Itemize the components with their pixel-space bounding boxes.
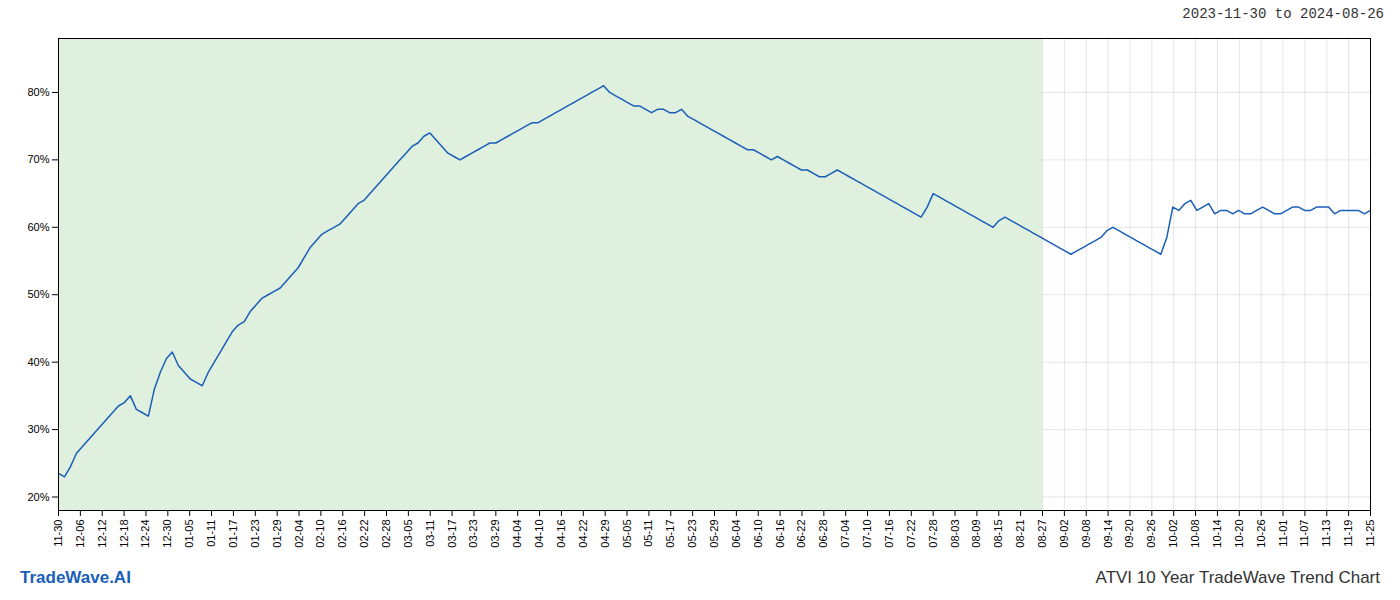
svg-text:03-17: 03-17	[446, 520, 458, 548]
svg-text:05-23: 05-23	[686, 520, 698, 548]
svg-text:11-30: 11-30	[52, 520, 64, 547]
svg-text:10-14: 10-14	[1211, 520, 1223, 548]
svg-text:02-16: 02-16	[336, 520, 348, 548]
svg-text:05-17: 05-17	[664, 520, 676, 548]
svg-text:04-22: 04-22	[577, 520, 589, 548]
svg-text:06-28: 06-28	[817, 520, 829, 548]
svg-text:01-05: 01-05	[183, 520, 195, 548]
svg-text:40%: 40%	[27, 356, 49, 368]
svg-text:04-16: 04-16	[555, 520, 567, 548]
svg-text:04-29: 04-29	[599, 520, 611, 548]
svg-text:01-23: 01-23	[249, 520, 261, 548]
svg-text:11-19: 11-19	[1342, 520, 1354, 547]
svg-text:09-08: 09-08	[1080, 520, 1092, 548]
svg-text:02-04: 02-04	[293, 520, 305, 548]
svg-text:05-29: 05-29	[708, 520, 720, 548]
svg-text:08-09: 08-09	[970, 520, 982, 548]
svg-text:10-08: 10-08	[1189, 520, 1201, 548]
html-text:ATVI 10 Year TradeWave Trend C: ATVI 10 Year TradeWave Trend Chart	[1095, 568, 1380, 587]
svg-text:11-25: 11-25	[1364, 520, 1376, 547]
svg-text:09-26: 09-26	[1145, 520, 1157, 548]
svg-text:05-05: 05-05	[621, 520, 633, 548]
svg-text:06-16: 06-16	[774, 520, 786, 548]
svg-text:10-02: 10-02	[1167, 520, 1179, 548]
svg-text:09-02: 09-02	[1058, 520, 1070, 548]
svg-text:08-03: 08-03	[949, 520, 961, 548]
svg-text:02-22: 02-22	[358, 520, 370, 548]
svg-text:30%: 30%	[27, 423, 49, 435]
svg-text:02-10: 02-10	[314, 520, 326, 548]
svg-text:06-10: 06-10	[752, 520, 764, 548]
svg-text:03-11: 03-11	[424, 520, 436, 547]
svg-text:70%: 70%	[27, 153, 49, 165]
svg-text:08-21: 08-21	[1014, 520, 1026, 548]
svg-text:01-17: 01-17	[227, 520, 239, 548]
svg-text:07-16: 07-16	[883, 520, 895, 548]
html-text:2023-11-30 to 2024-08-26: 2023-11-30 to 2024-08-26	[1182, 6, 1384, 22]
svg-text:09-20: 09-20	[1123, 520, 1135, 548]
svg-text:06-04: 06-04	[730, 520, 742, 548]
svg-text:05-11: 05-11	[642, 520, 654, 547]
html-text:TradeWave.AI: TradeWave.AI	[20, 568, 131, 587]
svg-text:08-15: 08-15	[992, 520, 1004, 548]
svg-text:04-10: 04-10	[533, 520, 545, 548]
svg-text:12-06: 12-06	[74, 520, 86, 548]
svg-text:12-18: 12-18	[118, 520, 130, 548]
svg-text:20%: 20%	[27, 491, 49, 503]
svg-text:03-23: 03-23	[467, 520, 479, 548]
svg-text:80%: 80%	[27, 86, 49, 98]
svg-text:11-13: 11-13	[1320, 520, 1332, 547]
svg-text:12-12: 12-12	[96, 520, 108, 548]
svg-text:07-04: 07-04	[839, 520, 851, 548]
svg-text:50%: 50%	[27, 288, 49, 300]
svg-text:02-28: 02-28	[380, 520, 392, 548]
svg-text:07-28: 07-28	[927, 520, 939, 548]
svg-text:10-20: 10-20	[1233, 520, 1245, 548]
svg-text:10-26: 10-26	[1255, 520, 1267, 548]
svg-text:60%: 60%	[27, 221, 49, 233]
svg-text:03-05: 03-05	[402, 520, 414, 548]
svg-text:03-29: 03-29	[489, 520, 501, 548]
svg-text:08-27: 08-27	[1036, 520, 1048, 548]
svg-text:11-07: 11-07	[1298, 520, 1310, 547]
svg-text:01-29: 01-29	[271, 520, 283, 548]
svg-text:07-22: 07-22	[905, 520, 917, 548]
svg-text:04-04: 04-04	[511, 520, 523, 548]
svg-text:12-24: 12-24	[139, 520, 151, 548]
svg-text:07-10: 07-10	[861, 520, 873, 548]
svg-text:01-11: 01-11	[205, 520, 217, 547]
svg-text:09-14: 09-14	[1102, 520, 1114, 548]
svg-text:11-01: 11-01	[1277, 520, 1289, 547]
svg-text:06-22: 06-22	[795, 520, 807, 548]
svg-text:12-30: 12-30	[161, 520, 173, 548]
